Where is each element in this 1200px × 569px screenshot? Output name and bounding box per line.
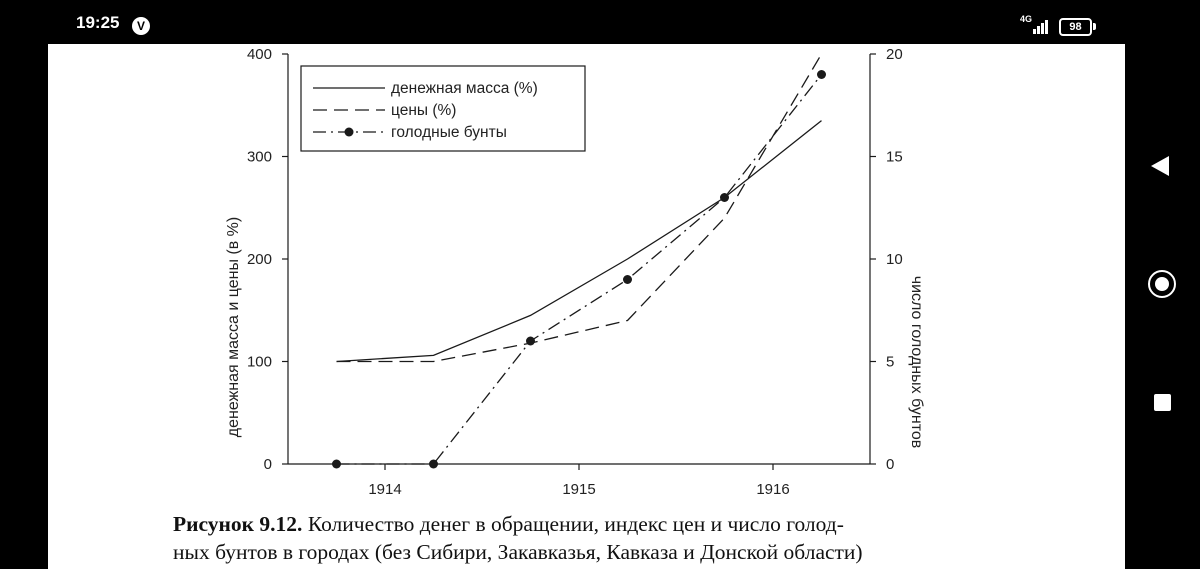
signal-bars-icon	[1033, 18, 1049, 34]
y-tick-label: 0	[264, 456, 272, 473]
legend-label-2: голодные бунты	[391, 124, 507, 141]
legend-box	[300, 65, 586, 152]
series-line-0	[336, 120, 822, 363]
legend-label-0: денежная масса (%)	[391, 80, 538, 97]
circled-v-icon: V	[132, 17, 150, 35]
series-line-2	[336, 74, 823, 465]
home-inner-dot	[1155, 277, 1169, 291]
caption-text-1: Количество денег в обращении, индекс цен…	[307, 512, 844, 536]
legend-marker-2	[344, 127, 354, 137]
y2-tick-label: 15	[886, 149, 903, 166]
caption-label: Рисунок 9.12.	[173, 512, 303, 536]
battery-icon: 98	[1059, 18, 1092, 36]
status-time: 19:25	[76, 13, 120, 32]
y-tick-label: 200	[247, 251, 272, 268]
battery-nub	[1093, 23, 1096, 30]
series-line-1	[336, 53, 823, 363]
y-axis-label: денежная масса и цены (в %)	[225, 217, 242, 437]
figure-caption: Рисунок 9.12. Количество денег в обращен…	[173, 510, 1113, 566]
y2-tick-label: 10	[886, 251, 903, 268]
circle-home-icon[interactable]	[1148, 270, 1176, 298]
y-tick-label: 300	[247, 149, 272, 166]
series-2-point	[332, 459, 341, 469]
triangle-back-icon[interactable]	[1151, 156, 1169, 176]
status-bar: 19:25 V 4G 98	[0, 0, 1200, 44]
series-2-point	[817, 70, 826, 79]
y2-tick-label: 5	[886, 354, 894, 371]
series-2-point	[623, 275, 632, 284]
x-tick-label: 1916	[756, 481, 789, 498]
series-2-point	[720, 193, 729, 202]
x-tick-label: 1914	[368, 481, 401, 498]
y-tick-label: 400	[247, 46, 272, 63]
caption-line-1: Рисунок 9.12. Количество денег в обращен…	[173, 510, 1113, 538]
series-2-point	[526, 336, 535, 346]
x-tick-label: 1915	[562, 481, 595, 498]
legend-label-1: цены (%)	[391, 102, 456, 119]
square-recents-icon[interactable]	[1154, 394, 1171, 411]
y2-tick-label: 20	[886, 46, 903, 63]
y2-tick-label: 0	[886, 456, 894, 473]
book-page	[48, 44, 1125, 569]
y2-axis-label: число голодных бунтов	[908, 276, 925, 449]
y-tick-label: 100	[247, 354, 272, 371]
network-type-label: 4G	[1020, 14, 1033, 24]
series-2-point	[429, 459, 438, 469]
caption-line-2: ных бунтов в городах (без Сибири, Закавк…	[173, 540, 863, 564]
